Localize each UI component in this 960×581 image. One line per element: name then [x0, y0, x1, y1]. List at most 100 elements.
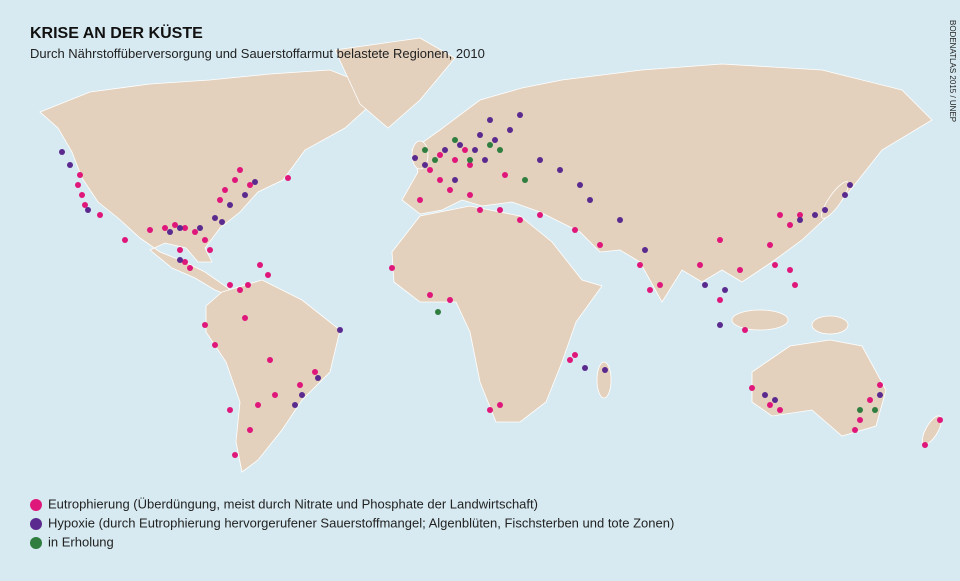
legend-swatch: [30, 537, 42, 549]
site-dot: [487, 407, 493, 413]
site-dot: [122, 237, 128, 243]
site-dot: [227, 202, 233, 208]
site-dot: [447, 297, 453, 303]
site-dot: [219, 219, 225, 225]
site-dot: [67, 162, 73, 168]
site-dot: [427, 167, 433, 173]
site-dot: [717, 322, 723, 328]
site-dot: [472, 147, 478, 153]
map-title: KRISE AN DER KÜSTE: [30, 23, 203, 42]
map-subtitle: Durch Nährstoffüberversorgung und Sauers…: [30, 46, 485, 61]
site-dot: [202, 237, 208, 243]
site-dot: [572, 352, 578, 358]
site-dot: [59, 149, 65, 155]
site-dot: [172, 222, 178, 228]
site-dot: [265, 272, 271, 278]
site-dot: [487, 117, 493, 123]
site-dot: [437, 152, 443, 158]
site-dots: [59, 112, 943, 458]
site-dot: [242, 192, 248, 198]
indonesia: [731, 309, 789, 331]
site-dot: [207, 247, 213, 253]
site-dot: [492, 137, 498, 143]
site-dot: [97, 212, 103, 218]
site-dot: [237, 287, 243, 293]
site-dot: [482, 157, 488, 163]
site-dot: [557, 167, 563, 173]
site-dot: [422, 147, 428, 153]
site-dot: [497, 147, 503, 153]
site-dot: [767, 242, 773, 248]
site-dot: [582, 365, 588, 371]
site-dot: [247, 182, 253, 188]
site-dot: [427, 292, 433, 298]
site-dot: [257, 262, 263, 268]
site-dot: [567, 357, 573, 363]
site-dot: [647, 287, 653, 293]
site-dot: [517, 217, 523, 223]
legend-label: in Erholung: [48, 534, 114, 549]
site-dot: [602, 367, 608, 373]
site-dot: [272, 392, 278, 398]
site-dot: [767, 402, 773, 408]
site-dot: [877, 392, 883, 398]
site-dot: [237, 167, 243, 173]
site-dot: [587, 197, 593, 203]
new-guinea: [811, 315, 849, 335]
site-dot: [337, 327, 343, 333]
site-dot: [797, 212, 803, 218]
legend-label: Eutrophierung (Überdüngung, meist durch …: [48, 496, 538, 511]
site-dot: [432, 157, 438, 163]
site-dot: [792, 282, 798, 288]
site-dot: [79, 192, 85, 198]
site-dot: [452, 137, 458, 143]
legend-label: Hypoxie (durch Eutrophierung hervorgeruf…: [48, 515, 674, 530]
site-dot: [452, 157, 458, 163]
site-dot: [247, 427, 253, 433]
site-dot: [182, 259, 188, 265]
site-dot: [857, 417, 863, 423]
site-dot: [85, 207, 91, 213]
site-dot: [312, 369, 318, 375]
site-dot: [162, 225, 168, 231]
site-dot: [772, 397, 778, 403]
site-dot: [197, 225, 203, 231]
site-dot: [315, 375, 321, 381]
site-dot: [749, 385, 755, 391]
site-dot: [467, 192, 473, 198]
site-dot: [842, 192, 848, 198]
site-dot: [787, 267, 793, 273]
site-dot: [467, 162, 473, 168]
credit: BODENATLAS 2015 / UNEP: [948, 20, 957, 122]
site-dot: [442, 147, 448, 153]
site-dot: [227, 282, 233, 288]
site-dot: [285, 175, 291, 181]
site-dot: [737, 267, 743, 273]
site-dot: [82, 202, 88, 208]
site-dot: [232, 452, 238, 458]
site-dot: [477, 207, 483, 213]
site-dot: [182, 225, 188, 231]
site-dot: [187, 265, 193, 271]
site-dot: [502, 172, 508, 178]
site-dot: [177, 257, 183, 263]
site-dot: [772, 262, 778, 268]
site-dot: [227, 407, 233, 413]
site-dot: [497, 207, 503, 213]
site-dot: [657, 282, 663, 288]
site-dot: [877, 382, 883, 388]
legend: Eutrophierung (Überdüngung, meist durch …: [30, 496, 674, 549]
site-dot: [447, 187, 453, 193]
site-dot: [267, 357, 273, 363]
site-dot: [847, 182, 853, 188]
site-dot: [797, 217, 803, 223]
site-dot: [487, 142, 493, 148]
site-dot: [245, 282, 251, 288]
site-dot: [572, 227, 578, 233]
site-dot: [177, 225, 183, 231]
site-dot: [232, 177, 238, 183]
site-dot: [212, 215, 218, 221]
site-dot: [292, 402, 298, 408]
site-dot: [717, 237, 723, 243]
